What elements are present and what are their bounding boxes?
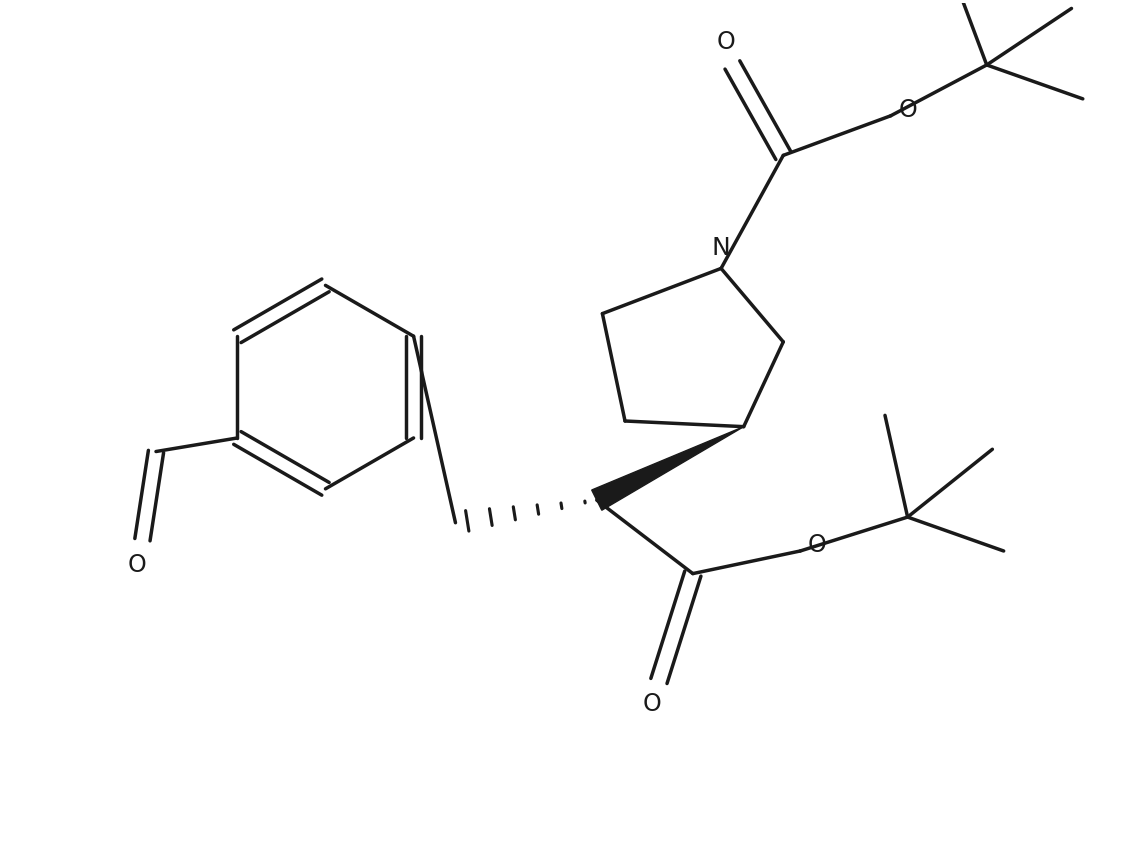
Text: O: O bbox=[716, 30, 735, 55]
Polygon shape bbox=[591, 427, 744, 510]
Text: N: N bbox=[712, 236, 730, 260]
Text: O: O bbox=[807, 533, 827, 557]
Text: O: O bbox=[127, 552, 147, 577]
Text: O: O bbox=[642, 691, 662, 716]
Text: O: O bbox=[898, 99, 916, 122]
